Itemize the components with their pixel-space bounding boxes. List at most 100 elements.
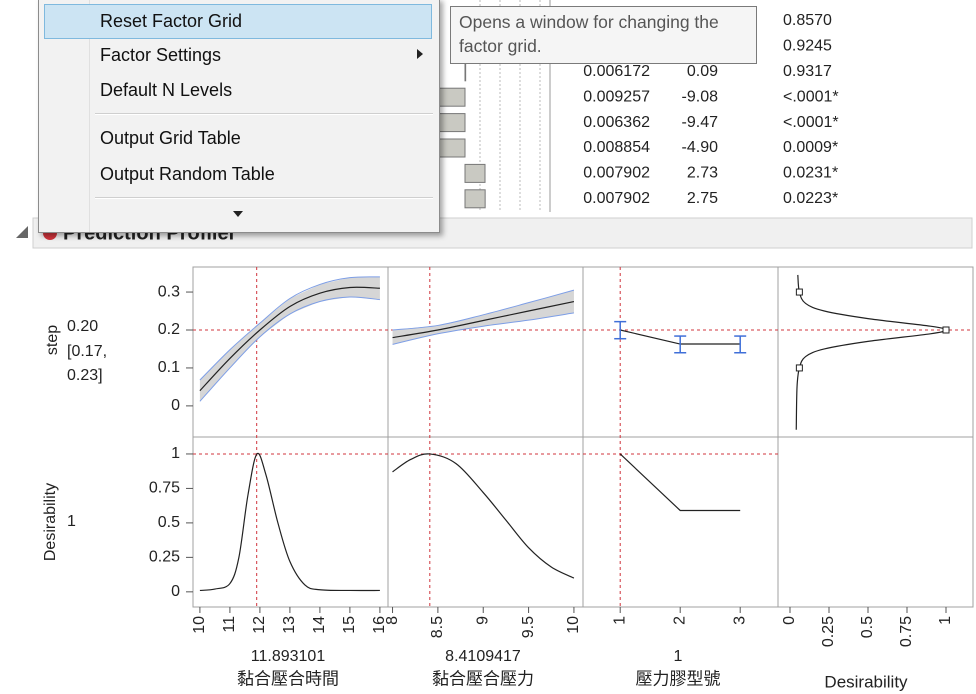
x-tick-label: 0.5 <box>859 616 876 638</box>
x-tick-label: 2 <box>671 616 688 625</box>
std-error: 0.009257 <box>583 88 650 105</box>
response-name: step <box>44 325 61 355</box>
y-tick-label: 0.3 <box>158 283 180 300</box>
x-tick-label: 0.25 <box>820 616 837 647</box>
desirability-trace <box>199 452 380 592</box>
y-tick-label: 0.25 <box>149 549 180 566</box>
t-ratio-bar <box>464 62 467 82</box>
p-value: 0.0009* <box>783 139 838 156</box>
tooltip: Opens a window for changing the factor g… <box>450 6 757 64</box>
x-tick-label: 13 <box>281 616 298 634</box>
axis-title: Desirability <box>824 672 908 691</box>
p-value: <.0001* <box>783 114 839 131</box>
t-ratio: 2.75 <box>687 190 718 207</box>
response-ci: [0.17, <box>67 343 107 360</box>
std-error: 0.006362 <box>583 114 650 131</box>
t-ratio: 0.09 <box>687 63 718 80</box>
confidence-lower <box>199 296 380 402</box>
x-tick-label: 0 <box>781 616 798 625</box>
factor-current: 11.893101 <box>251 648 326 665</box>
profiler-grid: 0.8570 0.9245 0.006172 0.09 0.9317 0.009257 -9… <box>42 12 974 691</box>
menu-icon-strip <box>39 0 90 232</box>
menu-item[interactable]: Reset Factor Grid <box>100 11 243 31</box>
factor-name: 壓力膠型號 <box>636 669 721 688</box>
std-error: 0.006172 <box>583 63 650 80</box>
x-tick-label: 8.5 <box>429 616 446 638</box>
response-current: 0.20 <box>67 318 98 335</box>
x-tick-label: 3 <box>731 616 748 625</box>
prediction-trace <box>392 300 575 339</box>
confidence-band <box>199 276 380 402</box>
t-ratio: 2.73 <box>687 165 718 182</box>
x-tick-label: 8 <box>384 616 401 625</box>
p-value: 0.9317 <box>783 63 832 80</box>
context-menu: Reset Factor Grid Factor Settings Defaul… <box>38 0 440 233</box>
std-error: 0.008854 <box>583 139 650 156</box>
confidence-upper <box>199 276 380 381</box>
cell-frame <box>582 436 779 608</box>
x-tick-label: 1 <box>937 616 954 625</box>
response-current: 1 <box>67 513 76 530</box>
response-ci: 0.23] <box>67 367 103 384</box>
menu-item[interactable]: Default N Levels <box>100 80 233 100</box>
menu-item[interactable]: Output Grid Table <box>100 128 241 148</box>
y-tick-label: 0.75 <box>149 480 180 497</box>
menu-separator <box>95 197 433 199</box>
factor-name: 黏合壓合時間 <box>237 669 339 688</box>
std-error: 0.007902 <box>583 190 650 207</box>
cell-frame <box>387 266 584 438</box>
y-tick-label: 0.1 <box>158 359 180 376</box>
x-tick-label: 14 <box>311 616 328 634</box>
x-tick-label: 0.75 <box>898 616 915 647</box>
y-tick-label: 0.5 <box>158 514 180 531</box>
p-value: <.0001* <box>783 88 839 105</box>
x-tick-label: 12 <box>251 616 268 634</box>
confidence-upper <box>392 289 575 331</box>
desirability-handle[interactable] <box>795 288 803 296</box>
y-tick-label: 1 <box>171 445 180 462</box>
p-value: 0.0231* <box>783 165 838 182</box>
menu-item[interactable]: Factor Settings <box>100 45 222 65</box>
cell-frame <box>777 436 974 608</box>
p-value: 0.8570 <box>783 12 832 29</box>
x-tick-label: 9 <box>474 616 491 625</box>
x-tick-label: 10 <box>565 616 582 634</box>
y-tick-label: 0 <box>171 397 180 414</box>
desirability-function <box>795 274 947 430</box>
t-ratio-bar <box>464 189 486 209</box>
confidence-band <box>392 290 574 345</box>
cell-frame <box>777 266 974 438</box>
prediction-trace <box>199 286 380 392</box>
p-value: 0.0223* <box>783 190 838 207</box>
t-ratio-bar <box>464 163 486 183</box>
menu-highlight <box>44 4 432 39</box>
std-error: 0.007902 <box>583 165 650 182</box>
desirability-trace <box>619 453 741 512</box>
disclosure-icon[interactable] <box>16 226 28 238</box>
submenu-arrow <box>417 49 423 59</box>
factor-current: 1 <box>674 648 683 665</box>
confidence-lower <box>392 312 575 345</box>
desirability-handle[interactable] <box>795 364 803 372</box>
menu-item[interactable]: Output Random Table <box>100 164 275 184</box>
x-tick-label: 9.5 <box>520 616 537 638</box>
x-tick-label: 11 <box>221 616 238 633</box>
t-ratio: -4.90 <box>682 139 719 156</box>
p-value: 0.9245 <box>783 38 832 55</box>
x-tick-label: 1 <box>611 616 628 625</box>
y-tick-label: 0 <box>171 583 180 600</box>
t-ratio: -9.08 <box>682 88 719 105</box>
cell-frame <box>387 436 584 608</box>
factor-current: 8.4109417 <box>445 648 521 665</box>
desirability-handle[interactable] <box>942 326 950 334</box>
menu-scroll-arrow[interactable] <box>233 211 243 217</box>
cell-frame <box>192 436 389 608</box>
response-name: Desirability <box>42 483 59 561</box>
x-tick-label: 15 <box>341 616 358 634</box>
y-tick-label: 0.2 <box>158 321 180 338</box>
t-ratio: -9.47 <box>682 114 719 131</box>
factor-name: 黏合壓合壓力 <box>432 669 534 688</box>
menu-separator <box>95 113 433 115</box>
